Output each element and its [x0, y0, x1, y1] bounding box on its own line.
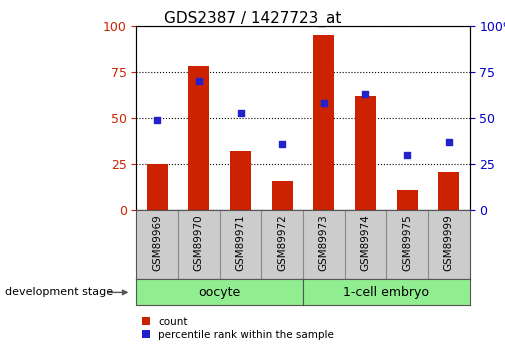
- Point: [278, 141, 286, 147]
- Text: GDS2387 / 1427723_at: GDS2387 / 1427723_at: [164, 10, 341, 27]
- Text: GSM89969: GSM89969: [152, 214, 162, 270]
- Bar: [188, 67, 209, 210]
- Bar: [272, 181, 292, 210]
- Bar: [147, 164, 168, 210]
- Bar: [355, 96, 376, 210]
- Point: [195, 79, 203, 84]
- Bar: [397, 190, 418, 210]
- Point: [236, 110, 244, 115]
- Point: [153, 117, 161, 123]
- Text: GSM89974: GSM89974: [361, 214, 371, 270]
- Text: oocyte: oocyte: [198, 286, 241, 299]
- Text: GSM89999: GSM89999: [444, 214, 454, 270]
- Point: [320, 101, 328, 106]
- Text: 1-cell embryo: 1-cell embryo: [343, 286, 429, 299]
- Point: [445, 139, 453, 145]
- Text: GSM89970: GSM89970: [194, 214, 204, 270]
- Legend: count, percentile rank within the sample: count, percentile rank within the sample: [141, 317, 334, 340]
- Text: GSM89971: GSM89971: [235, 214, 245, 270]
- Point: [403, 152, 411, 158]
- Point: [362, 91, 370, 97]
- Text: GSM89973: GSM89973: [319, 214, 329, 270]
- Text: GSM89975: GSM89975: [402, 214, 412, 270]
- Text: development stage: development stage: [5, 287, 113, 297]
- Text: GSM89972: GSM89972: [277, 214, 287, 270]
- Bar: [438, 172, 459, 210]
- Bar: [314, 35, 334, 210]
- Bar: [230, 151, 251, 210]
